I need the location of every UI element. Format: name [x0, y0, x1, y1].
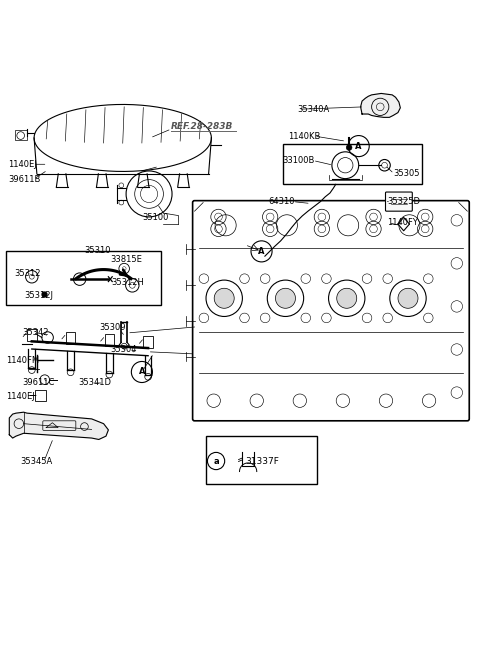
Bar	[66, 332, 75, 343]
Bar	[105, 334, 114, 346]
Text: 64310: 64310	[269, 197, 295, 206]
Text: 1140EJ: 1140EJ	[6, 392, 35, 401]
Text: 35342: 35342	[22, 328, 49, 337]
Text: 1140EJ: 1140EJ	[8, 160, 36, 169]
Text: 33100B: 33100B	[282, 156, 314, 165]
Text: A: A	[258, 247, 265, 256]
Text: 35310: 35310	[84, 246, 111, 255]
Text: 35341D: 35341D	[78, 377, 111, 387]
Text: 1140FM: 1140FM	[6, 356, 39, 365]
Text: A: A	[356, 141, 362, 150]
Text: 35309: 35309	[99, 324, 125, 332]
Circle shape	[276, 288, 296, 308]
Polygon shape	[360, 94, 400, 117]
Bar	[27, 330, 36, 341]
Text: 35100: 35100	[142, 213, 168, 222]
Text: 35325D: 35325D	[387, 197, 420, 206]
Bar	[6, 251, 161, 305]
Text: REF.28-283B: REF.28-283B	[170, 122, 233, 131]
Text: 35312: 35312	[14, 269, 41, 278]
Text: 35340A: 35340A	[298, 105, 330, 114]
Text: 35312J: 35312J	[24, 292, 54, 300]
Circle shape	[346, 145, 352, 150]
Bar	[205, 436, 317, 484]
Bar	[35, 390, 46, 401]
Text: 1140KB: 1140KB	[288, 132, 320, 141]
Bar	[283, 144, 422, 184]
FancyBboxPatch shape	[385, 192, 412, 211]
Circle shape	[214, 288, 234, 308]
Text: 35305: 35305	[393, 169, 420, 179]
Text: 35304: 35304	[111, 345, 137, 354]
Text: A: A	[139, 368, 145, 377]
Bar	[15, 129, 27, 141]
Text: 35345A: 35345A	[20, 457, 52, 466]
Bar	[144, 336, 153, 348]
Text: a: a	[213, 456, 219, 466]
Circle shape	[337, 288, 357, 308]
Polygon shape	[9, 412, 108, 439]
Text: 1140FY: 1140FY	[387, 218, 418, 227]
Text: 31337F: 31337F	[245, 456, 279, 466]
Text: 39611B: 39611B	[8, 175, 40, 184]
Text: 33815E: 33815E	[110, 256, 142, 264]
Text: 39611C: 39611C	[22, 377, 55, 387]
Text: 35312H: 35312H	[112, 279, 144, 288]
Circle shape	[398, 288, 418, 308]
